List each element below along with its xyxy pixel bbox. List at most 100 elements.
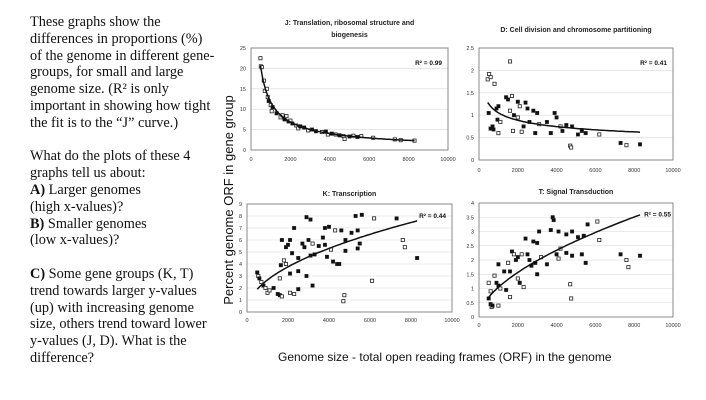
text-span: (high x-values)? bbox=[30, 198, 124, 215]
x-tick-label: 0 bbox=[477, 168, 480, 174]
text-span: size, others trend toward lower bbox=[30, 316, 207, 333]
data-point-open bbox=[281, 258, 286, 263]
text-line: (low x-values)? bbox=[30, 232, 214, 249]
data-point-open bbox=[521, 285, 526, 290]
data-point-filled bbox=[531, 239, 536, 244]
data-point-open bbox=[279, 294, 284, 299]
question-label: C) bbox=[30, 265, 46, 282]
x-tick-label: 0 bbox=[245, 318, 248, 324]
data-point-filled bbox=[322, 242, 327, 247]
data-point-filled bbox=[353, 214, 358, 218]
data-point-open bbox=[296, 126, 301, 131]
data-point-open bbox=[498, 119, 503, 124]
trendline bbox=[259, 65, 415, 142]
data-point-filled bbox=[355, 228, 360, 233]
data-point-filled bbox=[554, 252, 559, 257]
text-line: B) Smaller genomes bbox=[30, 216, 214, 233]
y-tick-label: 7 bbox=[239, 226, 242, 232]
data-point-filled bbox=[583, 131, 588, 136]
y-tick-label: 0 bbox=[471, 315, 474, 321]
data-point-open bbox=[292, 291, 297, 296]
text-span: graphs tell us about: bbox=[30, 165, 146, 182]
data-point-filled bbox=[585, 222, 590, 227]
data-point-open bbox=[496, 131, 501, 136]
data-point-filled bbox=[304, 215, 309, 220]
data-point-open bbox=[269, 109, 274, 114]
text-span: differences in proportions (%) bbox=[30, 30, 203, 47]
y-tick-label: 1 bbox=[471, 287, 474, 293]
data-point-filled bbox=[570, 229, 575, 234]
data-point-filled bbox=[324, 254, 329, 259]
x-tick-label: 2000 bbox=[512, 323, 524, 329]
x-tick-label: 8000 bbox=[628, 168, 640, 174]
data-point-filled bbox=[525, 252, 530, 257]
data-point-filled bbox=[535, 272, 540, 277]
data-point-filled bbox=[296, 256, 301, 260]
data-point-open bbox=[498, 286, 503, 291]
plot-border bbox=[246, 203, 453, 313]
data-point-open bbox=[597, 132, 602, 137]
text-span: difference? bbox=[30, 349, 95, 366]
data-point-open bbox=[283, 261, 288, 266]
y-tick-label: 9 bbox=[239, 202, 242, 208]
text-span: groups, for small and large bbox=[30, 64, 184, 81]
plot-border bbox=[478, 202, 674, 318]
chart-title: J: Translation, ribosomal structure and bbox=[285, 20, 415, 27]
data-point-filled bbox=[300, 241, 305, 246]
x-tick-label: 6000 bbox=[363, 157, 375, 163]
x-tick-label: 8000 bbox=[402, 157, 414, 163]
data-point-open bbox=[556, 256, 561, 261]
data-point-open bbox=[508, 295, 513, 300]
text-line: (high x-values)? bbox=[30, 199, 214, 216]
data-point-open bbox=[288, 290, 293, 295]
data-point-open bbox=[568, 282, 573, 287]
y-tick-label: 0.5 bbox=[466, 301, 474, 307]
data-point-filled bbox=[308, 217, 313, 222]
y-tick-label: 1 bbox=[471, 113, 474, 119]
r-squared-label: R² = 0.44 bbox=[419, 213, 446, 220]
data-point-open bbox=[519, 129, 524, 134]
data-point-filled bbox=[292, 226, 297, 230]
data-point-filled bbox=[288, 271, 292, 276]
data-point-filled bbox=[349, 230, 354, 235]
text-span: (low x-values)? bbox=[30, 232, 120, 249]
x-tick-label: 4000 bbox=[550, 323, 562, 329]
data-point-filled bbox=[551, 218, 556, 223]
y-tick-label: 25 bbox=[240, 46, 246, 52]
data-point-filled bbox=[552, 111, 557, 115]
data-point-filled bbox=[495, 117, 500, 122]
data-point-open bbox=[267, 288, 272, 293]
text-line: important in showing how tight bbox=[30, 98, 214, 115]
y-tick-label: 10 bbox=[240, 107, 246, 113]
data-point-filled bbox=[486, 296, 491, 301]
data-point-open bbox=[487, 71, 492, 76]
data-point-filled bbox=[531, 108, 536, 113]
data-point-filled bbox=[515, 255, 520, 260]
data-point-filled bbox=[339, 228, 344, 233]
text-line: of the genome in different gene- bbox=[30, 48, 214, 65]
data-point-filled bbox=[618, 252, 623, 257]
trendline bbox=[487, 102, 641, 133]
data-point-open bbox=[258, 56, 263, 61]
data-point-filled bbox=[331, 259, 336, 264]
data-point-filled bbox=[302, 245, 307, 250]
text-span: Smaller genomes bbox=[44, 215, 147, 232]
data-point-open bbox=[496, 303, 501, 308]
chart-D: D: Cell division and chromosome partitio… bbox=[466, 27, 680, 174]
data-point-open bbox=[342, 293, 347, 298]
data-point-open bbox=[515, 276, 520, 281]
data-point-filled bbox=[322, 226, 327, 230]
data-point-filled bbox=[496, 104, 501, 109]
text-line: difference? bbox=[30, 350, 214, 367]
data-point-filled bbox=[560, 128, 565, 133]
data-point-filled bbox=[638, 142, 642, 147]
data-point-open bbox=[402, 245, 407, 250]
y-tick-label: 1.5 bbox=[466, 91, 474, 97]
data-point-filled bbox=[515, 99, 520, 104]
y-tick-label: 1.5 bbox=[466, 272, 474, 278]
data-point-filled bbox=[548, 228, 553, 233]
data-point-filled bbox=[618, 141, 623, 145]
data-point-filled bbox=[486, 111, 491, 115]
chart-title: T: Signal Transduction bbox=[539, 189, 614, 196]
text-line: These graphs show the bbox=[30, 14, 214, 31]
